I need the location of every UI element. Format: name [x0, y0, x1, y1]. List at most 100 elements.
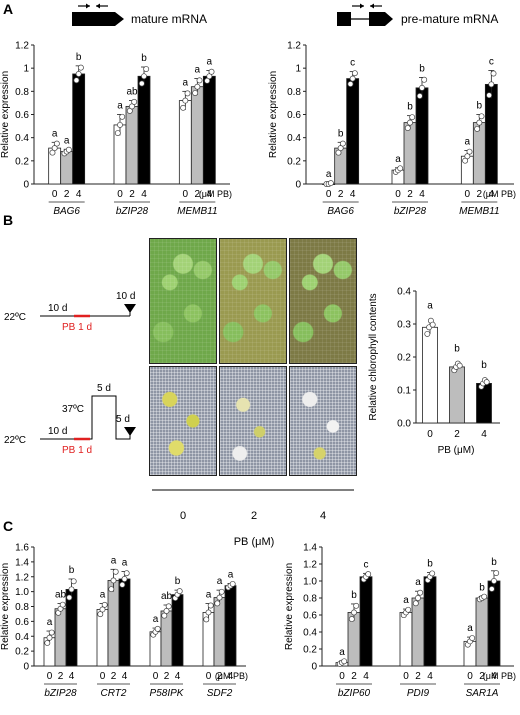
data-point [207, 602, 214, 609]
data-point [488, 586, 495, 592]
data-point [138, 80, 145, 87]
y-tick-label: 1.2 [15, 572, 29, 583]
bar [359, 576, 373, 667]
significance-letter: a [207, 56, 213, 67]
x-unit-label: (μM PB) [483, 189, 516, 199]
gene-label: bZIP60 [338, 688, 371, 699]
data-point [397, 165, 404, 172]
dose-tick-label: 0 [206, 671, 212, 682]
significance-letter: a [52, 128, 58, 139]
data-point [165, 603, 172, 610]
y-tick-label: 0.6 [15, 110, 29, 121]
data-point [490, 70, 497, 77]
bar [213, 597, 226, 667]
data-point [59, 601, 66, 608]
significance-letter: a [467, 623, 473, 634]
photo-control-0 [149, 238, 217, 364]
y-tick-label: 0.2 [287, 156, 301, 167]
y-tick-label: 0.4 [397, 287, 411, 298]
photo-heat-0 [149, 366, 217, 476]
plate-label-4: 4 [320, 510, 326, 522]
x-tick-label: 4 [481, 429, 487, 440]
y-tick-label: 0 [295, 180, 301, 191]
y-tick-label: 0.2 [397, 353, 411, 364]
significance-letter: a [206, 590, 212, 601]
y-tick-label: 1 [23, 64, 29, 75]
significance-letter: a [47, 617, 53, 628]
data-point [339, 140, 346, 147]
bar [346, 78, 360, 185]
significance-letter: b [491, 557, 497, 568]
data-point [77, 64, 84, 71]
x-tick-label: 2 [454, 429, 460, 440]
data-point [488, 81, 495, 88]
y-tick-label: 0.8 [303, 594, 317, 605]
significance-letter: a [195, 65, 201, 76]
data-point [110, 577, 117, 584]
data-point [53, 140, 60, 147]
data-point [121, 576, 128, 582]
data-point [70, 578, 77, 585]
data-point [474, 125, 481, 132]
dose-tick-label: 2 [64, 189, 70, 200]
data-point [192, 90, 199, 96]
dose-tick-label: 4 [207, 189, 213, 200]
data-point [353, 602, 360, 609]
pb-label-top: PB 1 d [62, 322, 92, 333]
bar [449, 366, 465, 424]
y-axis-label: Relative expression [0, 563, 11, 650]
data-point [429, 321, 436, 328]
y-tick-label: 1.4 [15, 557, 29, 568]
dose-tick-label: 2 [479, 671, 485, 682]
data-point [66, 594, 73, 601]
gene-label: MEMB11 [459, 206, 499, 217]
data-point [101, 601, 108, 608]
bar [96, 609, 109, 667]
data-point [182, 97, 189, 104]
dose-tick-label: 4 [419, 189, 425, 200]
x-unit-label: (μM PB) [215, 671, 248, 681]
premature-mrna-label: pre-mature mRNA [401, 12, 498, 26]
y-tick-label: 1.2 [287, 41, 301, 52]
bar [224, 585, 237, 667]
significance-letter: b [141, 53, 147, 64]
gene-label: bZIP28 [116, 206, 149, 217]
y-tick-label: 0.6 [287, 110, 301, 121]
dose-tick-label: 0 [326, 189, 332, 200]
data-point [405, 606, 412, 613]
dose-tick-label: 0 [100, 671, 106, 682]
data-point [419, 84, 425, 91]
photo-heat-2 [219, 366, 287, 476]
data-point [114, 130, 121, 137]
dose-tick-label: 2 [407, 189, 413, 200]
chart-premature-mrna: 0 0.2 0.4 0.6 0.8 1 1.2 Relative expression a 0 b 2… [268, 41, 516, 218]
chart-c-right: 0 0.2 0.4 0.6 0.8 1.0 1.2 1.4 Relative expressio… [284, 543, 516, 700]
significance-letter: a [64, 135, 70, 146]
significance-letter: a [403, 595, 409, 606]
y-tick-label: 0.2 [15, 647, 29, 658]
dose-tick-label: 4 [491, 671, 497, 682]
data-point [48, 629, 55, 636]
data-point [481, 593, 488, 600]
data-point [218, 588, 225, 595]
y-tick-label: 0.3 [397, 320, 411, 331]
dose-tick-label: 0 [117, 189, 123, 200]
bar [125, 105, 139, 185]
y-tick-label: 0 [311, 662, 317, 673]
photo-control-4 [289, 238, 357, 364]
panel-label-c: C [3, 518, 13, 534]
data-point [46, 634, 53, 641]
data-point [184, 90, 191, 97]
mature-mrna-label: mature mRNA [131, 12, 207, 26]
significance-letter: b [477, 101, 483, 112]
data-point [466, 148, 473, 155]
data-point [68, 586, 75, 593]
data-point [180, 104, 187, 111]
y-tick-label: 1.4 [303, 543, 317, 554]
significance-letter: b [351, 590, 357, 601]
significance-letter: b [175, 576, 181, 587]
y-tick-label: 0.6 [303, 611, 317, 622]
y-tick-label: 0.2 [15, 156, 29, 167]
y-tick-label: 0.1 [397, 386, 411, 397]
x-unit-label: (μM PB) [199, 189, 232, 199]
